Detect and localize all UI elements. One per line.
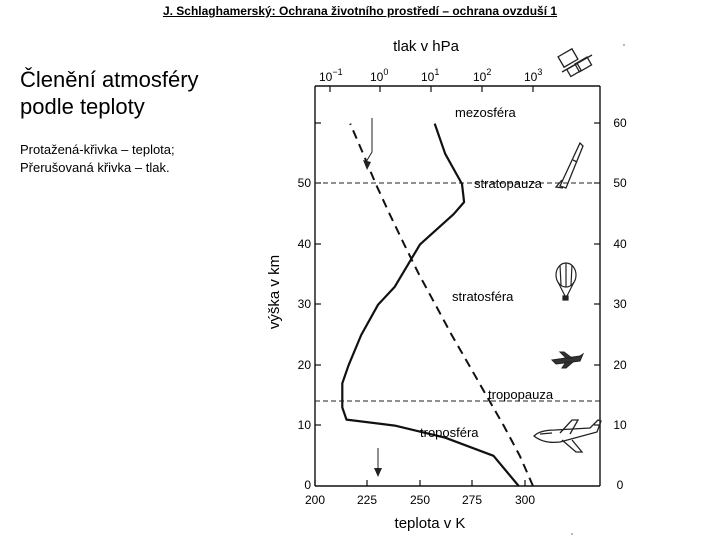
top-axis-label: tlak v hPa — [393, 38, 460, 55]
bottom-tick-label: 200 — [305, 493, 325, 507]
bottom-tick-label: 275 — [462, 493, 482, 507]
corner-mark — [571, 533, 573, 535]
upper-arrow-head-icon — [363, 160, 371, 170]
lower-arrow-head-icon — [374, 468, 382, 477]
balloon-icon — [555, 262, 577, 301]
left-axis-label: výška v km — [266, 255, 283, 329]
left-height-tick-label: 10 — [298, 418, 312, 432]
bottom-tick-label: 250 — [410, 493, 430, 507]
right-height-tick-label: 60 — [613, 116, 627, 130]
layer-label-stratopause: stratopauza — [474, 176, 543, 191]
slide-body: Protažená-křivka – teplota; Přerušovaná … — [20, 141, 280, 177]
left-height-tick-label: 30 — [298, 297, 312, 311]
top-tick-label: 100 — [370, 67, 388, 84]
right-height-tick-label: 10 — [613, 418, 627, 432]
layer-label-stratosphere: stratosféra — [452, 289, 514, 304]
annotation-arrows — [363, 118, 382, 477]
right-height-tick-label: 30 — [613, 297, 627, 311]
layer-label-mesosphere: mezosféra — [455, 105, 516, 120]
slide-body-line-1: Protažená-křivka – teplota; — [20, 142, 175, 157]
top-tick-label: 10−1 — [319, 67, 343, 84]
slide-title: Členění atmosféry podle teploty — [20, 66, 270, 120]
top-tick-label: 103 — [524, 67, 542, 84]
jet-plane-icon — [550, 351, 585, 369]
right-height-tick-label: 40 — [613, 237, 627, 251]
corner-mark — [623, 44, 625, 46]
slide-title-line-1: Členění atmosféry — [20, 67, 199, 92]
airliner-icon — [533, 419, 602, 453]
pressure-curve — [349, 123, 534, 487]
slide-title-line-2: podle teploty — [20, 94, 145, 119]
temperature-curve — [341, 123, 520, 487]
top-tick-label: 101 — [421, 67, 439, 84]
left-height-tick-label: 0 — [304, 478, 311, 492]
right-height-tick-label: 50 — [613, 176, 627, 190]
bottom-tick-label: 300 — [515, 493, 535, 507]
bottom-tick-labels: 200 225 250 275 300 — [305, 493, 535, 507]
slide-header: J. Schlaghamerský: Ochrana životního pro… — [162, 4, 558, 18]
layer-label-tropopause: tropopauza — [488, 387, 554, 402]
left-height-tick-label: 20 — [298, 358, 312, 372]
layer-labels: mezosféra stratopauza stratosféra tropop… — [420, 105, 554, 440]
bottom-axis-label: teplota v K — [395, 515, 466, 532]
satellite-icon — [557, 47, 593, 78]
right-height-tick-labels: 0 10 20 30 40 50 60 — [613, 116, 627, 492]
plot-frame — [314, 85, 601, 487]
left-height-tick-label: 50 — [298, 176, 312, 190]
slide-body-line-2: Přerušovaná křivka – tlak. — [20, 160, 170, 175]
right-height-tick-label: 20 — [613, 358, 627, 372]
upper-arrow — [365, 118, 373, 163]
bottom-tick-label: 225 — [357, 493, 377, 507]
right-height-tick-label: 0 — [617, 478, 624, 492]
left-height-tick-label: 40 — [298, 237, 312, 251]
axis-ticks — [314, 86, 600, 486]
rocket-icon — [554, 141, 584, 189]
layer-label-troposphere: troposféra — [420, 425, 479, 440]
left-height-tick-labels: 0 10 20 30 40 50 — [298, 176, 312, 492]
top-tick-label: 102 — [473, 67, 491, 84]
top-tick-labels: 10−1 100 101 102 103 — [319, 67, 542, 84]
